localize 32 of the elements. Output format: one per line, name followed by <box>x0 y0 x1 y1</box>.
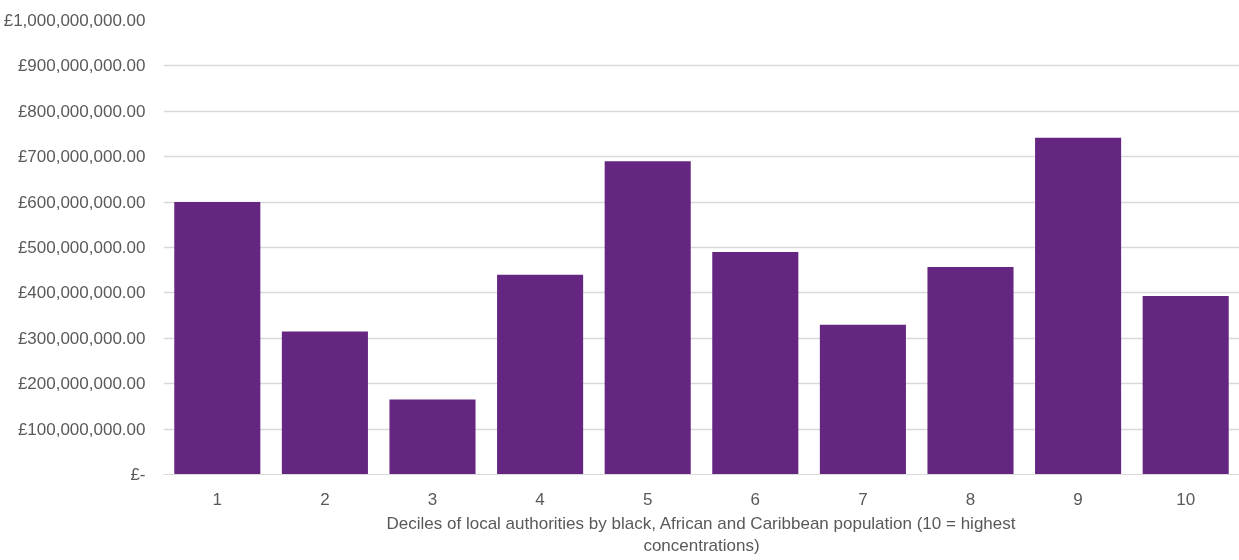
x-tick-label: 7 <box>858 489 868 509</box>
x-tick-label: 4 <box>535 489 545 509</box>
x-axis-title: Deciles of local authorities by black, African and Caribbean population (10 = highest concentrations) <box>386 513 1016 556</box>
bar <box>604 161 691 475</box>
x-tick-label: 6 <box>750 489 761 509</box>
y-tick-label: £- <box>130 465 146 484</box>
bar <box>497 274 584 475</box>
x-tick-label: 10 <box>1176 489 1196 509</box>
y-tick-label: £900,000,000.00 <box>17 56 146 76</box>
y-tick-label: £100,000,000.00 <box>17 419 146 439</box>
bar <box>389 399 476 475</box>
bar <box>712 252 799 475</box>
y-tick-label: £800,000,000.00 <box>17 101 146 121</box>
y-tick-label: £300,000,000.00 <box>17 328 146 348</box>
y-tick-label: £700,000,000.00 <box>17 147 146 167</box>
y-tick-label: £1,000,000,000.00 <box>3 11 146 30</box>
bar <box>174 202 261 475</box>
bar <box>819 324 906 475</box>
y-tick-label: £600,000,000.00 <box>17 192 146 212</box>
x-tick-label: 2 <box>320 489 330 509</box>
x-tick-label: 5 <box>642 489 653 509</box>
y-tick-label: £200,000,000.00 <box>17 374 146 394</box>
bar <box>281 331 368 475</box>
x-tick-label: 1 <box>212 489 223 509</box>
bar <box>927 267 1014 475</box>
x-tick-label: 3 <box>427 489 438 509</box>
y-tick-label: £400,000,000.00 <box>17 283 146 303</box>
y-tick-label: £500,000,000.00 <box>17 238 146 257</box>
bar <box>1142 296 1229 475</box>
bar <box>1035 137 1122 475</box>
x-tick-label: 9 <box>1073 489 1083 509</box>
x-tick-label: 8 <box>965 489 976 509</box>
